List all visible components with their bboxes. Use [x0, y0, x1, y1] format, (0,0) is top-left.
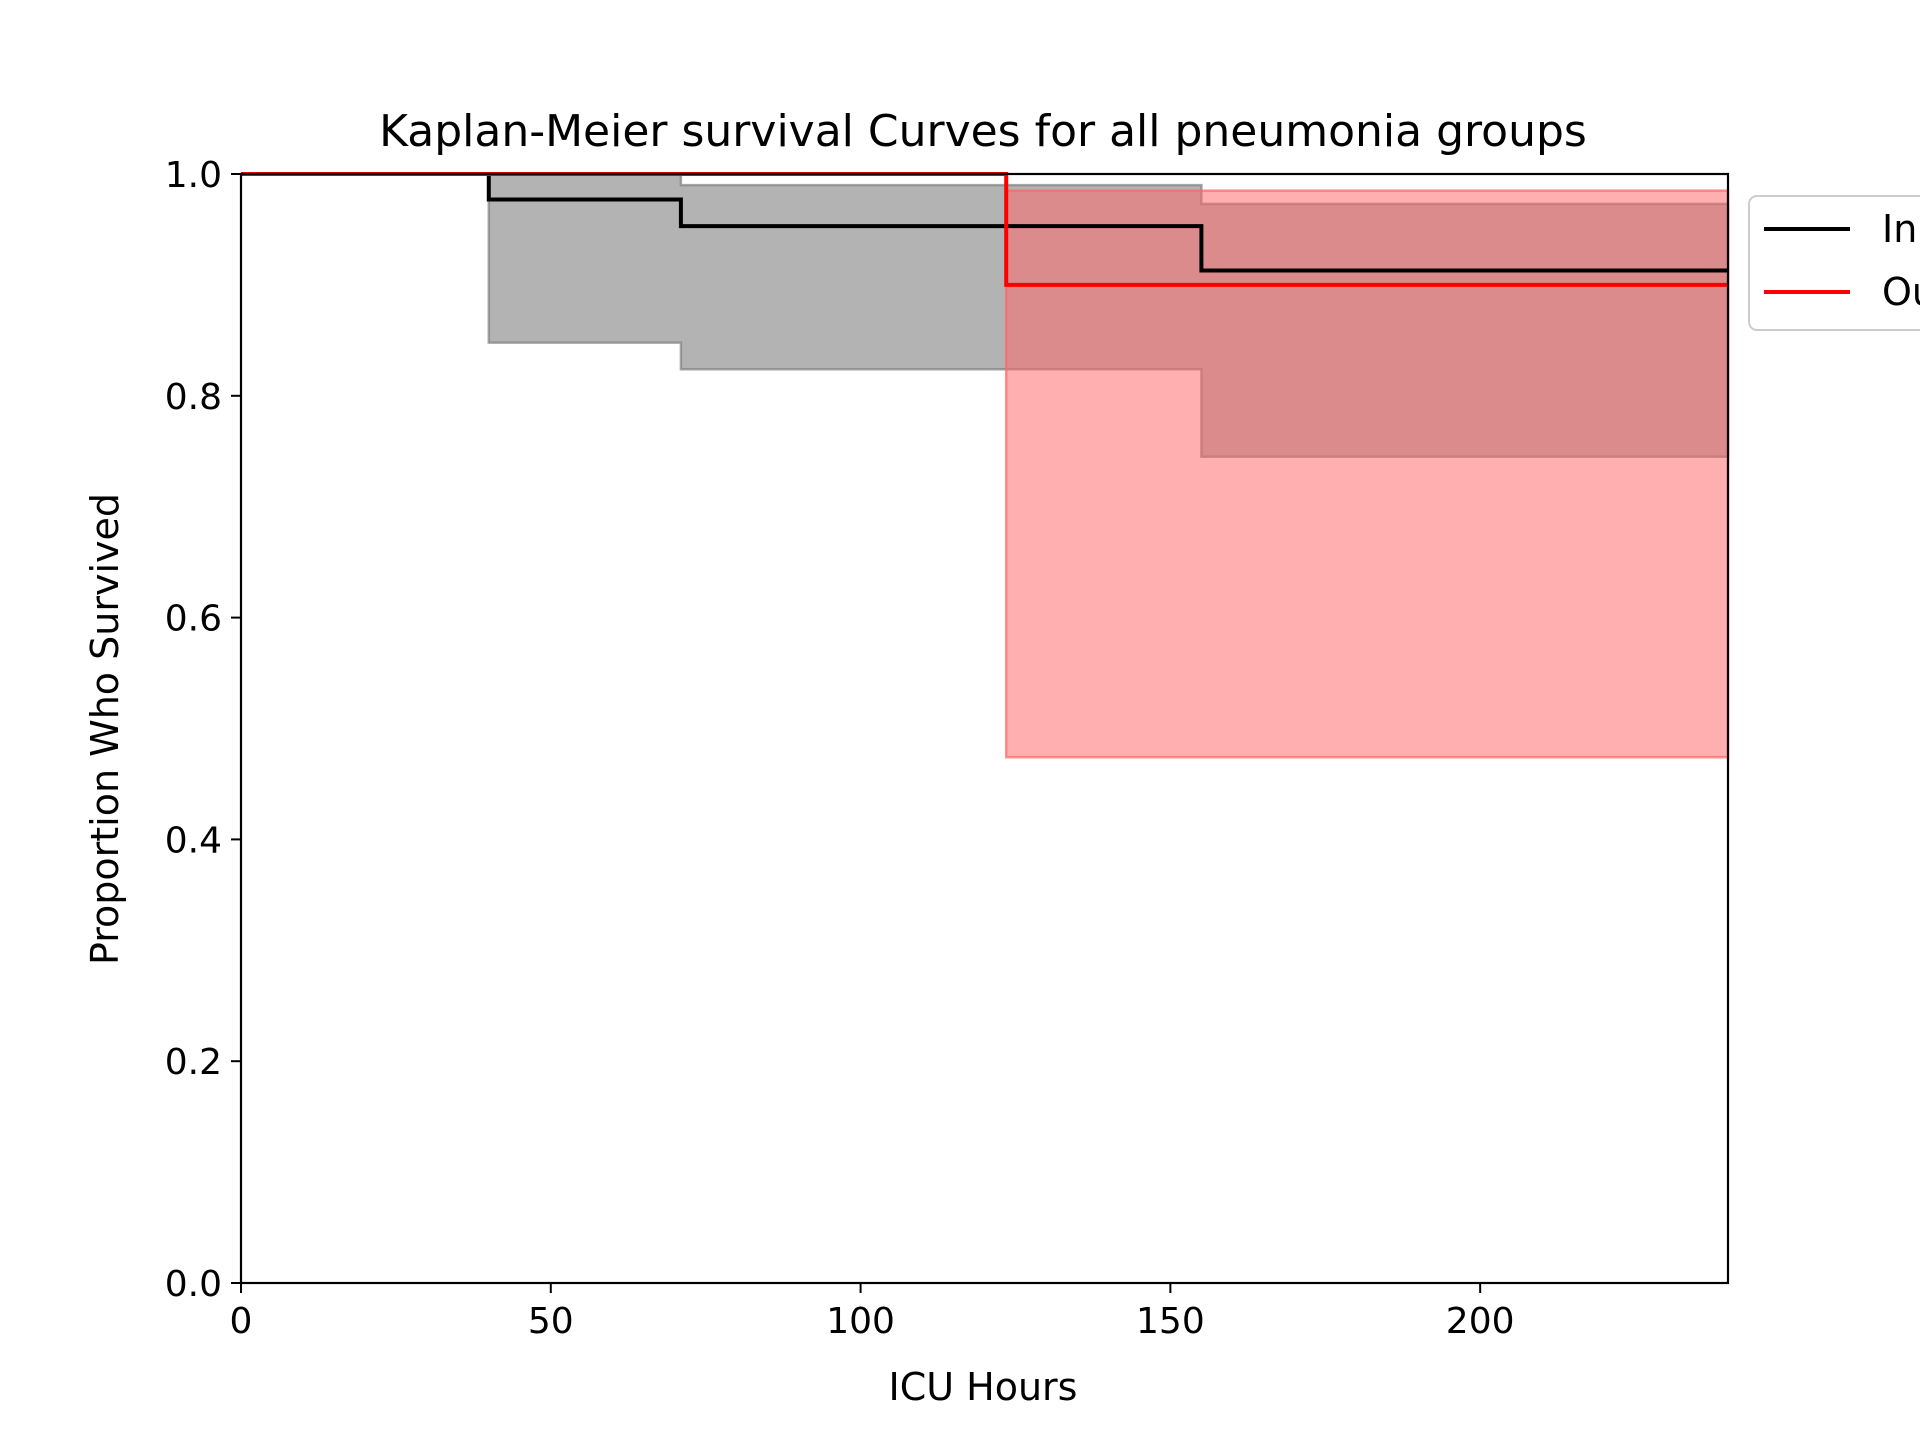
x-tick-label: 100 — [826, 1301, 895, 1342]
survival-line-in — [241, 172, 1728, 273]
legend-label-ou: Ou — [1882, 270, 1920, 314]
x-tick-label: 150 — [1136, 1301, 1205, 1342]
x-axis-label: ICU Hours — [889, 1365, 1078, 1409]
x-axis-ticks: 0 50 100 150 200 — [230, 1283, 1515, 1342]
y-tick-label: 0.8 — [165, 377, 222, 418]
plot-area — [241, 172, 1730, 759]
legend: In Ou — [1748, 195, 1920, 331]
axes-frame — [239, 172, 1730, 1285]
y-axis-ticks: 0.0 0.2 0.4 0.6 0.8 1.0 — [165, 155, 241, 1305]
y-tick-label: 0.4 — [165, 820, 222, 861]
x-tick-label: 50 — [528, 1301, 574, 1342]
x-tick-label: 0 — [230, 1301, 253, 1342]
y-tick-label: 0.6 — [165, 599, 222, 640]
legend-label-in: In — [1882, 207, 1917, 251]
y-tick-label: 0.0 — [165, 1264, 222, 1305]
y-axis-label: Proportion Who Survived — [83, 493, 127, 965]
x-tick-label: 200 — [1446, 1301, 1515, 1342]
y-tick-label: 1.0 — [165, 155, 222, 196]
chart-title: Kaplan-Meier survival Curves for all pne… — [379, 106, 1587, 157]
y-tick-label: 0.2 — [165, 1042, 222, 1083]
